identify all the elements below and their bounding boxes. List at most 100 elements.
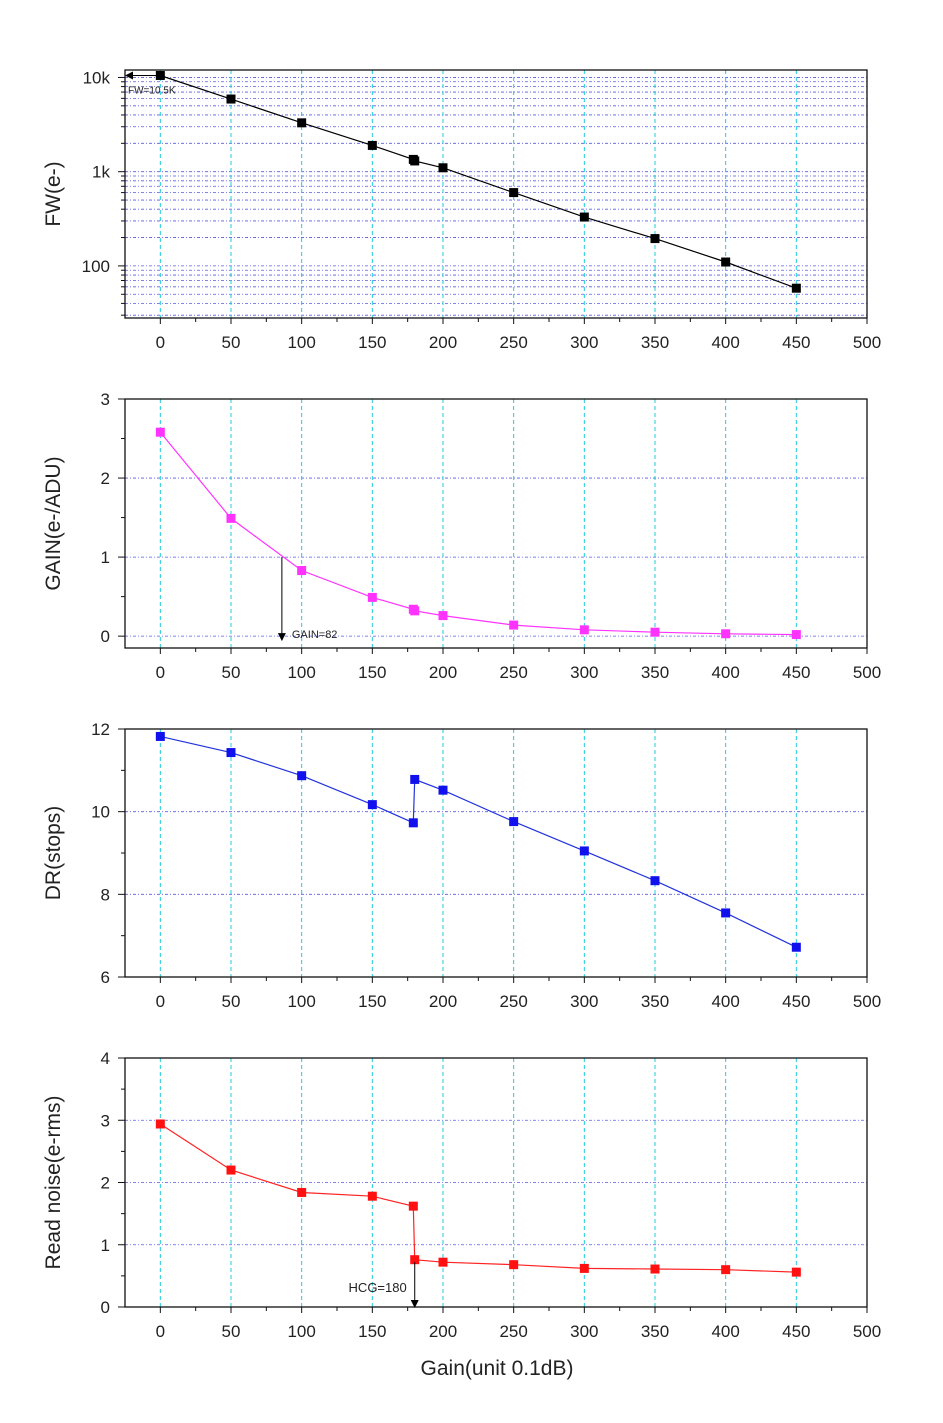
- data-point: [509, 817, 519, 827]
- series-markers: [155, 70, 801, 293]
- x-tick-label: 200: [429, 1322, 457, 1341]
- data-point: [297, 1187, 307, 1197]
- x-tick-label: 150: [358, 1322, 386, 1341]
- series-markers: [155, 731, 801, 952]
- data-point: [297, 118, 307, 128]
- y-tick-label: 2: [101, 469, 110, 488]
- data-point: [155, 427, 165, 437]
- data-point: [650, 234, 660, 244]
- x-tick-label: 350: [641, 1322, 669, 1341]
- data-point: [226, 513, 236, 523]
- x-tick-label: 300: [570, 333, 598, 352]
- chart-panel-3: 0 50 100 150 200 250 300 350 400 450 500 6 8 10 12 DR(s…: [42, 720, 881, 1011]
- y-axis: 0 1 2 3 4: [101, 1049, 125, 1317]
- y-axis: 0 1 2 3: [101, 390, 125, 646]
- y-tick-label: 8: [101, 885, 110, 904]
- x-tick-label: 400: [711, 992, 739, 1011]
- data-point: [721, 908, 731, 918]
- x-tick-label: 50: [222, 1322, 241, 1341]
- y-tick-label: 10k: [83, 68, 111, 87]
- y-tick-label: 1k: [92, 163, 110, 182]
- data-point: [408, 1201, 418, 1211]
- data-point: [410, 774, 420, 784]
- chart-panels: 0 50 100 150 200 250 300 350 400 450 50010k1k100FW…: [42, 68, 881, 1341]
- data-point: [438, 611, 448, 621]
- x-tick-label: 250: [499, 1322, 527, 1341]
- x-axis: 0 50 100 150 200 250 300 350 400 450 500: [156, 1307, 881, 1341]
- x-tick-label: 150: [358, 333, 386, 352]
- data-point: [791, 1267, 801, 1277]
- y-axis-label: GAIN(e-/ADU): [42, 456, 65, 590]
- series-markers: [155, 427, 801, 640]
- x-tick-label: 400: [711, 1322, 739, 1341]
- data-point: [721, 1265, 731, 1275]
- x-tick-label: 200: [429, 333, 457, 352]
- x-tick-label: 350: [641, 663, 669, 682]
- data-point: [509, 188, 519, 198]
- x-tick-label: 400: [711, 333, 739, 352]
- data-point: [410, 606, 420, 616]
- data-point: [410, 156, 420, 166]
- data-point: [509, 620, 519, 630]
- series-line: [160, 735, 797, 948]
- data-point: [721, 257, 731, 267]
- data-point: [791, 283, 801, 293]
- horizontal-gridlines: [125, 477, 867, 637]
- series-line: [160, 74, 797, 289]
- x-axis-label: Gain(unit 0.1dB): [421, 1357, 574, 1380]
- vertical-gridlines: [159, 70, 797, 318]
- x-tick-label: 100: [287, 992, 315, 1011]
- annotation: GAIN=82: [277, 557, 337, 642]
- series-line: [159, 431, 797, 636]
- data-point: [367, 140, 377, 150]
- annotation: HCG=180: [349, 1262, 419, 1308]
- data-point: [579, 846, 589, 856]
- horizontal-gridlines: [125, 1119, 867, 1246]
- data-point: [410, 1255, 420, 1265]
- data-point: [650, 876, 660, 886]
- data-point: [791, 942, 801, 952]
- data-point: [297, 566, 307, 576]
- x-tick-label: 500: [853, 663, 881, 682]
- y-axis: 10k 1k 100: [82, 68, 125, 316]
- data-point: [367, 800, 377, 810]
- x-tick-label: 300: [570, 663, 598, 682]
- x-tick-label: 200: [429, 992, 457, 1011]
- data-point: [408, 818, 418, 828]
- plot-frame: [124, 398, 868, 649]
- x-tick-label: 250: [499, 992, 527, 1011]
- y-tick-label: 6: [101, 968, 110, 987]
- chart-panel-2: 0 50 100 150 200 250 300 350 400 450 500 0 1 2 3 GAIN(e…: [42, 390, 881, 682]
- y-tick-label: 10: [91, 803, 110, 822]
- x-axis: 0 50 100 150 200 250 300 350 400 450 500: [156, 648, 881, 682]
- y-tick-label: 0: [101, 1298, 110, 1317]
- data-point: [155, 1119, 165, 1129]
- x-tick-label: 500: [853, 333, 881, 352]
- x-tick-label: 500: [853, 992, 881, 1011]
- x-tick-label: 0: [156, 1322, 165, 1341]
- vertical-gridlines: [159, 399, 797, 648]
- y-tick-label: 3: [101, 1111, 110, 1130]
- data-point: [226, 94, 236, 104]
- y-tick-label: 2: [101, 1174, 110, 1193]
- y-tick-label: 100: [82, 257, 110, 276]
- annotation: FW=10.5K: [125, 71, 176, 96]
- horizontal-gridlines: [125, 811, 867, 895]
- x-tick-label: 0: [156, 663, 165, 682]
- data-point: [650, 1264, 660, 1274]
- y-axis-label: Read noise(e-rms): [42, 1096, 65, 1270]
- horizontal-gridlines: [125, 77, 867, 316]
- vertical-gridlines: [159, 729, 797, 977]
- y-tick-label: 4: [101, 1049, 110, 1068]
- x-tick-label: 100: [287, 663, 315, 682]
- series-line: [159, 1123, 797, 1273]
- x-tick-label: 300: [570, 992, 598, 1011]
- x-tick-label: 50: [222, 333, 241, 352]
- plot-frame: [124, 728, 868, 978]
- data-point: [721, 629, 731, 639]
- data-point: [650, 627, 660, 637]
- x-tick-label: 100: [287, 333, 315, 352]
- x-tick-label: 250: [499, 663, 527, 682]
- data-point: [579, 212, 589, 222]
